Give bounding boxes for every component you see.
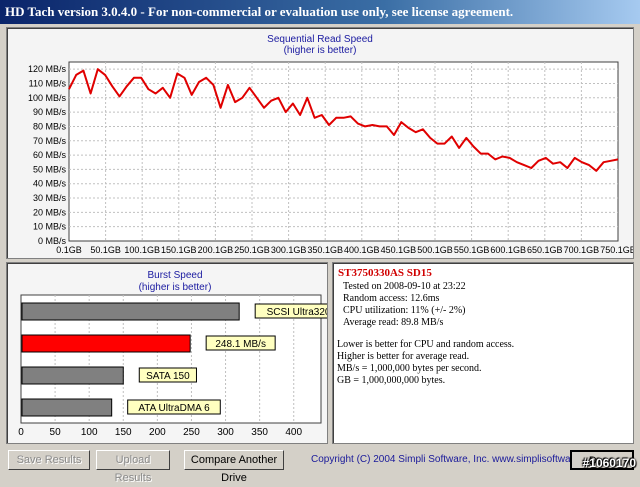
burst-bar-label: 248.1 MB/s xyxy=(215,339,266,350)
x-tick-label: 350.1GB xyxy=(307,245,343,255)
x-tick-label: 650.1GB xyxy=(527,245,563,255)
random-access: Random access: 12.6ms xyxy=(343,293,440,304)
x-tick-label: 100.1GB xyxy=(124,245,160,255)
sequential-chart-subtitle: (higher is better) xyxy=(284,45,357,56)
burst-speed-chart: Burst Speed (higher is better) SCSI Ultr… xyxy=(18,270,343,438)
compare-drive-button[interactable]: Compare Another Drive xyxy=(184,450,284,484)
x-tick-label: 700.1GB xyxy=(564,245,600,255)
x-tick-label: 50.1GB xyxy=(90,245,121,255)
save-results-button[interactable]: Save Results xyxy=(8,450,90,470)
y-tick-label: 20 MB/s xyxy=(33,207,67,217)
burst-x-tick-label: 0 xyxy=(18,427,24,438)
note-mbps: MB/s = 1,000,000 bytes per second. xyxy=(337,363,482,374)
burst-x-tick-label: 350 xyxy=(251,427,268,438)
burst-x-tick-label: 300 xyxy=(217,427,234,438)
drive-info-panel: ST3750330AS SD15 Tested on 2008-09-10 at… xyxy=(332,262,634,444)
upload-results-button[interactable]: Upload Results xyxy=(96,450,170,484)
watermark: #1060170 xyxy=(582,456,636,470)
x-tick-label: 0.1GB xyxy=(56,245,82,255)
note-lower-better: Lower is better for CPU and random acces… xyxy=(337,339,515,350)
cpu-utilization: CPU utilization: 11% (+/- 2%) xyxy=(343,305,466,316)
burst-bar-label-box xyxy=(127,399,221,415)
note-higher-better: Higher is better for average read. xyxy=(337,351,470,362)
window-title: HD Tach version 3.0.4.0 - For non-commer… xyxy=(0,0,640,24)
burst-bar xyxy=(21,398,113,417)
x-tick-label: 600.1GB xyxy=(490,245,526,255)
y-tick-label: 70 MB/s xyxy=(33,136,67,146)
y-tick-label: 120 MB/s xyxy=(28,64,67,74)
burst-bar-label: ATA UltraDMA 6 xyxy=(138,403,210,414)
x-tick-label: 450.1GB xyxy=(381,245,417,255)
y-tick-label: 40 MB/s xyxy=(33,179,67,189)
x-tick-label: 250.1GB xyxy=(234,245,270,255)
done-button[interactable]: Done xyxy=(570,450,634,470)
sequential-chart-title: Sequential Read Speed xyxy=(267,34,373,45)
burst-bar xyxy=(21,334,191,353)
x-tick-label: 550.1GB xyxy=(454,245,490,255)
drive-name: ST3750330AS SD15 xyxy=(338,267,432,279)
x-tick-label: 200.1GB xyxy=(198,245,234,255)
average-read: Average read: 89.8 MB/s xyxy=(343,317,444,328)
burst-chart-subtitle: (higher is better) xyxy=(139,282,212,293)
burst-x-tick-label: 200 xyxy=(149,427,166,438)
x-tick-label: 500.1GB xyxy=(417,245,453,255)
burst-x-tick-label: 50 xyxy=(50,427,62,438)
burst-bar xyxy=(21,302,240,321)
y-tick-label: 50 MB/s xyxy=(33,164,67,174)
note-gb: GB = 1,000,000,000 bytes. xyxy=(337,375,446,386)
burst-x-tick-label: 400 xyxy=(285,427,302,438)
x-tick-label: 300.1GB xyxy=(271,245,307,255)
y-tick-label: 80 MB/s xyxy=(33,121,67,131)
burst-x-tick-label: 100 xyxy=(81,427,98,438)
burst-bar xyxy=(21,366,124,385)
y-tick-label: 110 MB/s xyxy=(29,78,67,88)
burst-bar-label: SATA 150 xyxy=(146,371,190,382)
sequential-read-series xyxy=(68,68,619,172)
burst-bar-label: SCSI Ultra320 xyxy=(267,307,327,318)
sequential-read-chart: Sequential Read Speed (higher is better)… xyxy=(28,34,636,255)
x-tick-label: 750.1GB xyxy=(600,245,633,255)
y-tick-label: 30 MB/s xyxy=(33,193,67,203)
y-tick-label: 100 MB/s xyxy=(28,93,67,103)
y-tick-label: 0 MB/s xyxy=(38,236,67,246)
burst-speed-panel: Burst Speed (higher is better) SCSI Ultr… xyxy=(6,262,343,444)
y-tick-label: 60 MB/s xyxy=(33,150,67,160)
copyright-text: Copyright (C) 2004 Simpli Software, Inc.… xyxy=(311,454,602,465)
y-tick-label: 90 MB/s xyxy=(33,107,67,117)
tested-on: Tested on 2008-09-10 at 23:22 xyxy=(343,281,466,292)
burst-bar-label-box xyxy=(205,335,276,351)
burst-bar-label-box xyxy=(138,367,197,383)
y-tick-label: 10 MB/s xyxy=(33,222,67,232)
burst-x-tick-label: 150 xyxy=(115,427,132,438)
sequential-read-panel: Sequential Read Speed (higher is better)… xyxy=(6,27,636,259)
x-tick-label: 150.1GB xyxy=(161,245,197,255)
burst-x-tick-label: 250 xyxy=(183,427,200,438)
burst-chart-title: Burst Speed xyxy=(147,270,202,281)
x-tick-label: 400.1GB xyxy=(344,245,380,255)
